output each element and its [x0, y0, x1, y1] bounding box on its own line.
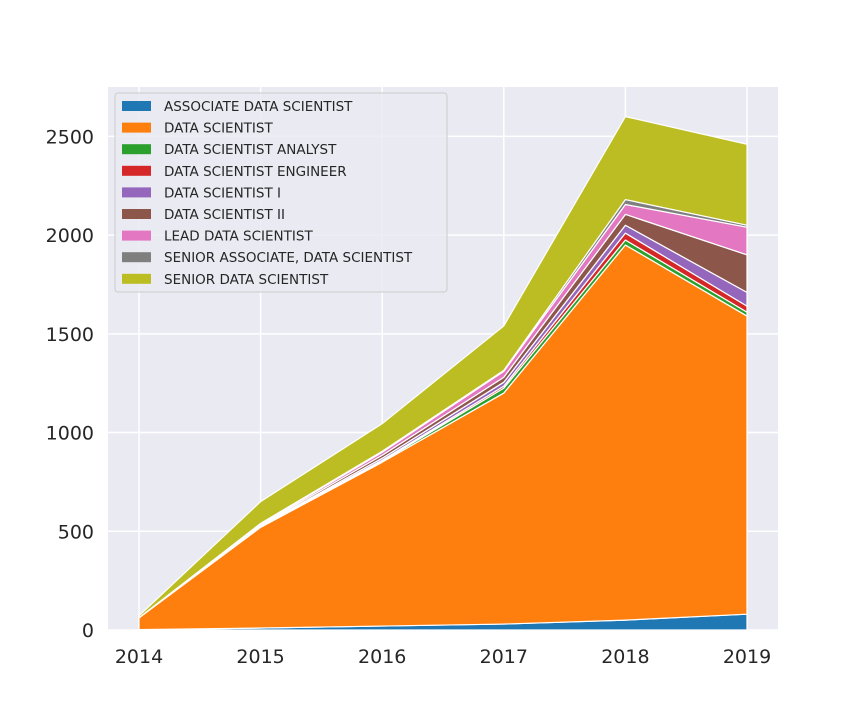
y-tick-label: 2000 [46, 225, 94, 247]
legend-swatch [122, 252, 151, 263]
legend-label: DATA SCIENTIST I [164, 185, 281, 201]
legend-label: SENIOR ASSOCIATE, DATA SCIENTIST [164, 250, 413, 266]
legend-label: ASSOCIATE DATA SCIENTIST [164, 99, 353, 115]
legend-label: DATA SCIENTIST II [164, 207, 285, 223]
legend-label: DATA SCIENTIST ENGINEER [164, 164, 347, 180]
y-tick-label: 2500 [46, 126, 94, 148]
legend-swatch [122, 165, 151, 176]
x-tick-label: 2018 [601, 646, 649, 668]
legend-label: DATA SCIENTIST ANALYST [164, 142, 337, 158]
area-series-8 [138, 116, 748, 619]
x-tick-label: 2017 [480, 646, 528, 668]
y-tick-label: 500 [58, 521, 94, 543]
legend-swatch [122, 144, 151, 155]
y-tick-label: 0 [82, 620, 94, 642]
x-tick-label: 2016 [358, 646, 406, 668]
legend: ASSOCIATE DATA SCIENTIST DATA SCIENTIST DA… [114, 92, 448, 293]
legend-swatch [122, 122, 151, 133]
legend-swatch [122, 230, 151, 241]
x-tick-label: 2019 [723, 646, 771, 668]
x-tick-label: 2015 [236, 646, 284, 668]
legend-swatch [122, 187, 151, 198]
y-tick-label: 1000 [46, 423, 94, 445]
legend-swatch [122, 209, 151, 219]
area-series [138, 116, 748, 631]
y-tick-label: 1500 [46, 324, 94, 346]
x-tick-label: 2014 [115, 646, 163, 668]
legend-label: LEAD DATA SCIENTIST [164, 229, 313, 245]
y-axis-ticks: 0 500 1000 1500 2000 2500 [46, 126, 94, 642]
legend-label: DATA SCIENTIST [164, 121, 273, 137]
legend-box [114, 92, 448, 293]
legend-swatch [122, 273, 151, 284]
x-axis-ticks: 2014 2015 2016 2017 2018 2019 [115, 646, 771, 668]
legend-swatch [122, 101, 151, 111]
legend-label: SENIOR DATA SCIENTIST [164, 272, 329, 288]
